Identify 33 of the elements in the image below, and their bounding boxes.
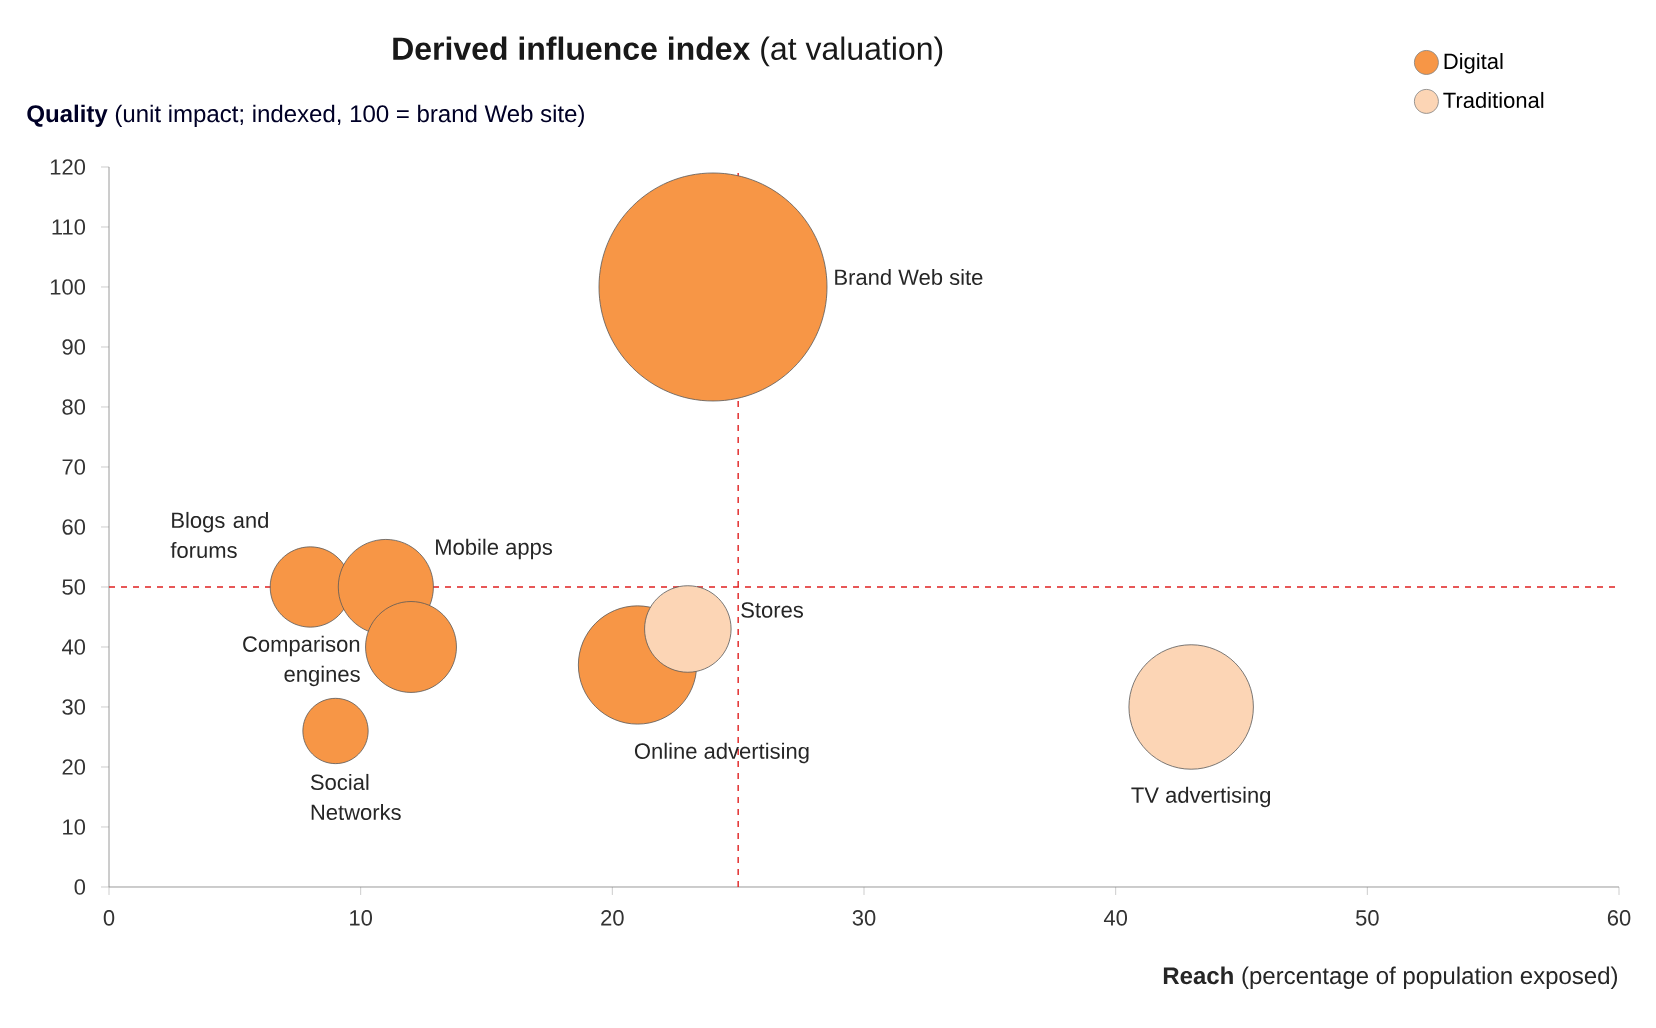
annotation: Social Networks	[310, 773, 401, 821]
annotation: Brand Web site	[835, 268, 983, 286]
y-tick-label: 20	[62, 759, 86, 775]
annotation: Mobile apps	[436, 538, 553, 560]
x-tick-label: 40	[1103, 910, 1128, 926]
legend-label: Digital	[1444, 53, 1503, 74]
y-tick-label: 40	[61, 639, 86, 655]
annotation: Stores	[741, 602, 804, 618]
y-tick-label: 0	[74, 879, 86, 895]
x-tick-label: 50	[1355, 910, 1379, 926]
y-tick-label: 60	[62, 519, 86, 535]
x-tick-label: 10	[350, 910, 373, 926]
x-axis-title: Reach (percentage of population exposed)	[1163, 966, 1618, 989]
annotation: Blogs and forums	[170, 511, 268, 559]
y-tick-label: 50	[62, 579, 86, 595]
y-tick-label: 90	[62, 339, 86, 355]
y-tick-label: 70	[62, 459, 86, 475]
x-tick-label: 60	[1607, 910, 1631, 926]
y-tick-label: 100	[50, 279, 86, 295]
x-tick-label: 30	[852, 910, 876, 926]
x-tick-label: 0	[103, 910, 115, 926]
y-tick-label: 110	[52, 219, 86, 235]
y-axis-title: Quality (unit impact; indexed, 100 = brand Web site)	[27, 104, 584, 127]
y-tick-label: 80	[62, 399, 86, 415]
chart-title: Derived influence index (at valuation)	[393, 36, 943, 67]
annotation: Online advertising	[634, 742, 809, 764]
y-tick-label: 30	[62, 699, 86, 715]
annotation: Comparison engines	[243, 635, 360, 687]
y-tick-label: 10	[63, 819, 86, 835]
legend-label: Traditional	[1443, 91, 1544, 109]
annotation: TV advertising	[1131, 786, 1271, 808]
x-tick-label: 20	[601, 910, 624, 926]
y-tick-label: 120	[50, 159, 86, 175]
